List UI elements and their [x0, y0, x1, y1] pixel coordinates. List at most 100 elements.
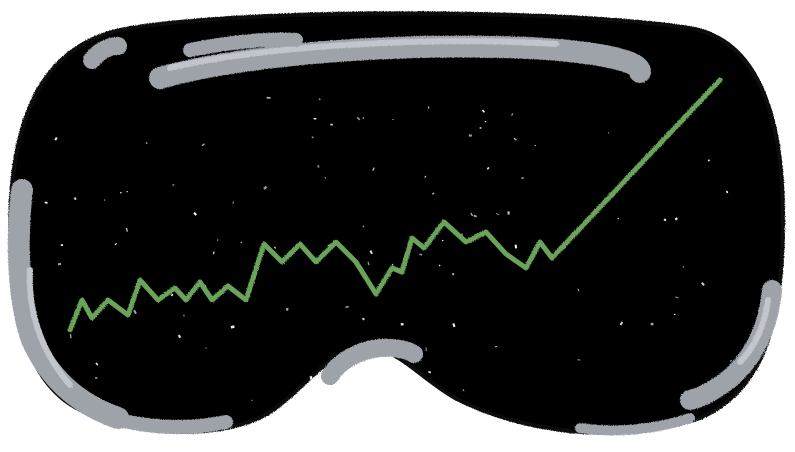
star-speckle — [484, 120, 487, 123]
star-speckle — [425, 347, 427, 352]
star-speckle — [285, 307, 289, 311]
star-speckle — [318, 98, 321, 101]
star-speckle — [441, 239, 444, 242]
star-speckle — [182, 314, 185, 317]
star-speckle — [361, 317, 366, 321]
star-speckle — [494, 346, 498, 348]
star-speckle — [193, 212, 197, 216]
star-speckle — [309, 376, 313, 380]
star-speckle — [103, 199, 106, 201]
star-speckle — [481, 109, 485, 113]
star-speckle — [619, 321, 624, 326]
star-speckle — [438, 264, 441, 267]
star-speckle — [362, 117, 365, 119]
star-speckle — [495, 212, 500, 216]
star-speckle — [513, 137, 517, 141]
star-speckle — [701, 282, 705, 286]
star-speckle — [345, 306, 349, 308]
star-speckle — [170, 293, 174, 297]
star-speckle — [470, 212, 474, 217]
star-speckle — [172, 184, 175, 186]
star-speckle — [607, 132, 610, 134]
visor-frame-highlights — [7, 32, 782, 436]
star-speckle — [356, 116, 361, 121]
star-speckle — [230, 325, 235, 329]
star-speckle — [673, 313, 676, 316]
star-speckle — [69, 334, 72, 339]
nose-bridge-highlight — [321, 338, 423, 385]
star-speckle — [313, 118, 317, 120]
star-speckle — [730, 360, 732, 362]
star-speckle — [60, 244, 64, 247]
star-speckle — [675, 296, 679, 299]
star-speckle — [419, 253, 423, 256]
star-speckle — [177, 334, 182, 339]
star-speckle — [240, 241, 243, 244]
star-speckle — [205, 347, 207, 349]
star-speckle — [274, 246, 277, 249]
star-speckle — [486, 166, 490, 170]
star-speckle — [392, 118, 394, 121]
star-speckle — [201, 143, 205, 147]
visor-body — [7, 11, 786, 435]
star-speckle-icon — [44, 96, 732, 402]
star-speckle — [473, 214, 478, 218]
star-speckle — [424, 175, 427, 179]
top-rim-highlight — [149, 35, 651, 89]
star-speckle — [479, 126, 482, 130]
top-left-highlight — [83, 37, 127, 69]
star-speckle — [674, 217, 678, 221]
star-speckle — [391, 263, 394, 266]
rising-trend-line-icon — [67, 77, 723, 333]
star-speckle — [663, 218, 667, 222]
star-speckle — [372, 167, 375, 172]
star-speckle — [431, 192, 435, 195]
star-speckle — [534, 144, 536, 147]
left-edge-highlight — [7, 179, 129, 429]
star-speckle — [362, 225, 365, 228]
star-speckle — [125, 227, 129, 232]
star-speckle — [427, 106, 430, 109]
star-speckle — [145, 141, 148, 145]
star-speckle — [311, 136, 314, 139]
star-speckle — [521, 177, 524, 180]
star-speckle — [324, 176, 327, 179]
star-speckle — [119, 191, 122, 194]
star-speckle — [367, 261, 370, 266]
star-speckle — [577, 288, 580, 292]
star-speckle — [400, 323, 404, 326]
star-speckle — [114, 242, 118, 246]
star-speckle — [54, 136, 58, 141]
star-speckle — [44, 201, 48, 204]
star-speckle — [510, 112, 514, 116]
star-speckle — [126, 190, 128, 193]
star-speckle — [451, 273, 455, 276]
star-speckle — [73, 197, 77, 201]
star-speckle — [428, 370, 432, 374]
star-speckle — [317, 165, 320, 168]
star-speckle — [507, 211, 510, 215]
star-speckle — [682, 266, 684, 268]
star-speckle — [369, 250, 373, 255]
star-speckle — [577, 359, 581, 361]
star-speckle — [330, 123, 333, 126]
star-speckle — [216, 239, 219, 241]
star-speckle — [452, 323, 456, 328]
star-speckle — [514, 244, 518, 249]
star-speckle — [263, 185, 268, 190]
star-speckle — [650, 322, 654, 326]
star-speckle — [707, 159, 711, 162]
star-speckle — [726, 190, 729, 194]
star-speckle — [251, 399, 253, 402]
star-speckle — [95, 377, 98, 380]
star-speckle — [266, 96, 271, 99]
star-speckle — [95, 362, 99, 366]
star-speckle — [462, 389, 465, 392]
star-speckle — [133, 309, 137, 315]
star-speckle — [57, 262, 62, 266]
star-speckle — [212, 251, 215, 255]
star-speckle — [232, 201, 235, 204]
star-speckle — [617, 217, 620, 220]
